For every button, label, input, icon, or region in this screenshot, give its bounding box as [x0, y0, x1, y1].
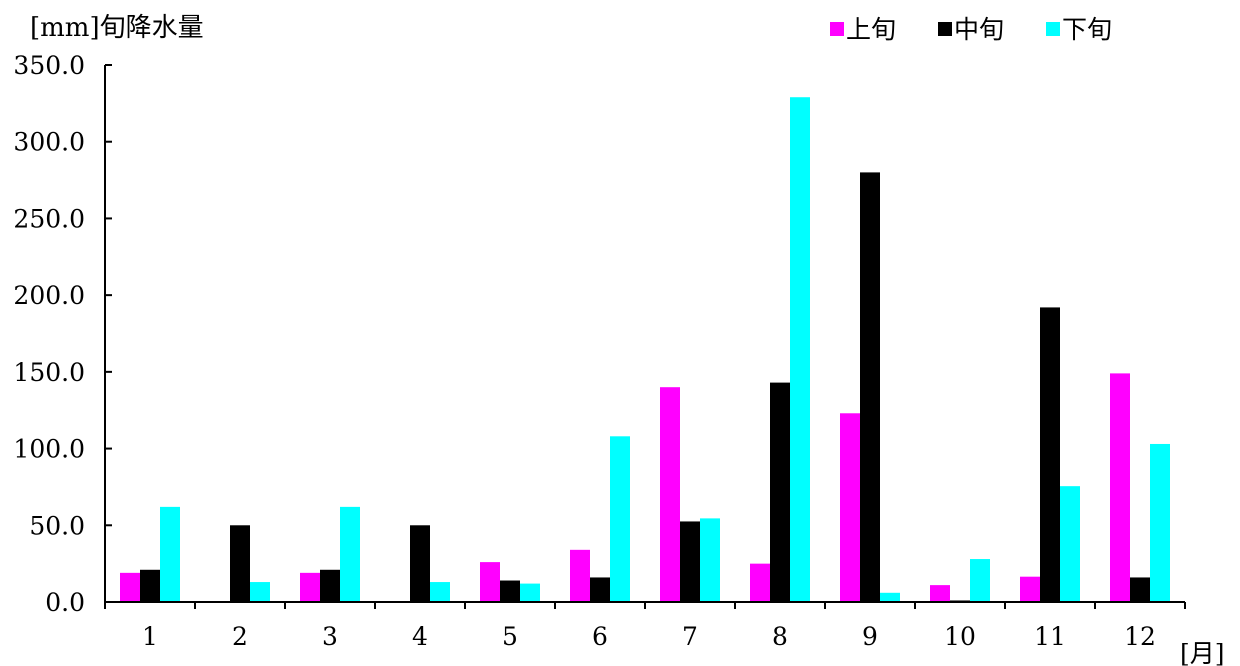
x-tick-label: 8: [772, 622, 788, 651]
bar-上旬-7: [660, 387, 680, 602]
bar-上旬-10: [930, 585, 950, 602]
legend-label-上旬: 上旬: [846, 15, 896, 44]
y-tick-label: 50.0: [29, 511, 85, 540]
y-tick-label: 300.0: [13, 128, 85, 157]
y-tick-label: 200.0: [13, 281, 85, 310]
bar-下旬-9: [880, 592, 900, 602]
legend-label-下旬: 下旬: [1062, 15, 1112, 44]
legend-swatch-下旬: [1046, 22, 1060, 36]
legend-swatch-上旬: [830, 22, 844, 36]
x-tick-label: 5: [502, 622, 518, 651]
bar-中旬-1: [140, 569, 160, 602]
y-tick-label: 350.0: [13, 51, 85, 80]
x-tick-label: 10: [944, 622, 976, 651]
bar-下旬-3: [340, 506, 360, 602]
x-tick-label: 11: [1034, 622, 1066, 651]
bars-group: [120, 97, 1170, 602]
bar-下旬-6: [610, 436, 630, 602]
bar-上旬-8: [750, 563, 770, 602]
bar-中旬-2: [230, 525, 250, 602]
bar-上旬-1: [120, 572, 140, 602]
y-tick-label: 250.0: [13, 204, 85, 233]
x-tick-label: 3: [322, 622, 338, 651]
legend-swatch-中旬: [938, 22, 952, 36]
bar-中旬-8: [770, 382, 790, 602]
y-tick-label: 100.0: [13, 435, 85, 464]
bar-中旬-6: [590, 577, 610, 602]
bar-中旬-9: [860, 172, 880, 602]
bar-上旬-6: [570, 549, 590, 602]
bar-下旬-1: [160, 506, 180, 602]
legend: 上旬 中旬 下旬: [830, 15, 1112, 44]
bar-中旬-3: [320, 569, 340, 602]
bar-下旬-7: [700, 518, 720, 602]
bar-中旬-7: [680, 521, 700, 602]
bar-中旬-11: [1040, 307, 1060, 602]
x-tick-label: 7: [682, 622, 698, 651]
y-tick-label: 0.0: [45, 588, 85, 617]
x-tick-label: 12: [1124, 622, 1156, 651]
y-axis-label: [mm]旬降水量: [30, 13, 204, 43]
x-tick-label: 4: [412, 622, 428, 651]
y-tick-label: 150.0: [13, 358, 85, 387]
bar-下旬-10: [970, 559, 990, 602]
bar-上旬-12: [1110, 373, 1130, 602]
bar-下旬-11: [1060, 486, 1080, 602]
bar-上旬-11: [1020, 576, 1040, 602]
x-tick-label: 2: [232, 622, 248, 651]
x-tick-label: 1: [142, 622, 158, 651]
bar-中旬-5: [500, 580, 520, 602]
bar-下旬-8: [790, 97, 810, 602]
bar-下旬-4: [430, 582, 450, 602]
bar-下旬-2: [250, 582, 270, 602]
bar-上旬-3: [300, 572, 320, 602]
bar-下旬-12: [1150, 443, 1170, 602]
bar-下旬-5: [520, 583, 540, 602]
bar-中旬-12: [1130, 577, 1150, 602]
legend-label-中旬: 中旬: [954, 15, 1004, 44]
bar-上旬-9: [840, 413, 860, 602]
x-tick-label: 9: [862, 622, 878, 651]
bar-中旬-4: [410, 525, 430, 602]
x-tick-label: 6: [592, 622, 608, 651]
x-axis-label: [月]: [1180, 639, 1225, 666]
bar-上旬-5: [480, 562, 500, 602]
